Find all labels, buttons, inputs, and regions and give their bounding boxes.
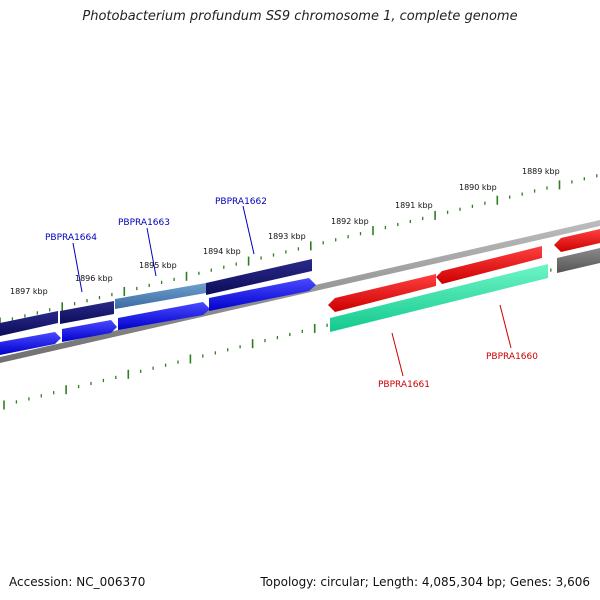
- forward-cds-track: [0, 278, 316, 355]
- cds-arrow-pbpra1660[interactable]: [436, 246, 542, 284]
- ruler-labels: 1889 kbp 1890 kbp 1891 kbp 1892 kbp 1893…: [10, 167, 560, 296]
- ruler-label-1896: 1896 kbp: [75, 274, 113, 283]
- accession-label: Accession: NC_006370: [9, 575, 146, 589]
- map-title: Photobacterium profundum SS9 chromosome …: [82, 9, 518, 24]
- gene-label-pbpra1660: PBPRA1660: [486, 352, 538, 362]
- gene-label-pbpra1662: PBPRA1662: [215, 197, 267, 207]
- callout-line-pbpra1663: [146, 227, 157, 277]
- gene-label-pbpra1664: PBPRA1664: [45, 233, 97, 243]
- gene-label-pbpra1663: PBPRA1663: [118, 218, 170, 228]
- callout-line-pbpra1662: [242, 205, 255, 255]
- callout-line-pbpra1660: [499, 304, 512, 349]
- cds-arrow-next-reverse[interactable]: [554, 229, 600, 252]
- gene-feature-pbpra1663[interactable]: [115, 283, 206, 309]
- ruler-label-1897: 1897 kbp: [10, 287, 48, 296]
- topology-summary: Topology: circular; Length: 4,085,304 bp…: [260, 575, 590, 589]
- gene-feature-pbpra1662[interactable]: [206, 259, 312, 295]
- ruler-label-1895: 1895 kbp: [139, 261, 177, 270]
- misc-feature-pbpra1661[interactable]: [330, 264, 548, 332]
- callout-line-pbpra1661: [391, 332, 404, 377]
- gene-callouts-forward: PBPRA1664 PBPRA1663 PBPRA1662: [45, 197, 267, 293]
- cds-arrow-pbpra1664[interactable]: [0, 332, 61, 355]
- reverse-feature-track: [330, 248, 600, 332]
- gene-callouts-reverse: PBPRA1661 PBPRA1660: [378, 304, 538, 390]
- other-feature[interactable]: [557, 248, 600, 273]
- callout-line-pbpra1664: [72, 242, 83, 293]
- cds-arrow-pbpra1661[interactable]: [328, 274, 436, 312]
- gene-feature-pbpra1664[interactable]: [0, 311, 58, 336]
- ruler-label-1890: 1890 kbp: [459, 183, 497, 192]
- ruler-label-1889: 1889 kbp: [522, 167, 560, 176]
- ruler-label-1891: 1891 kbp: [395, 201, 433, 210]
- forward-gene-track: [0, 259, 312, 336]
- cds-arrow-pbpra1664b[interactable]: [62, 320, 117, 342]
- ruler-label-1893: 1893 kbp: [268, 232, 306, 241]
- gene-feature-pbpra1663-left[interactable]: [60, 301, 114, 324]
- cds-arrow-pbpra1663[interactable]: [118, 302, 210, 330]
- gene-label-pbpra1661: PBPRA1661: [378, 380, 430, 390]
- cds-arrow-pbpra1662[interactable]: [209, 278, 316, 311]
- ruler-label-1892: 1892 kbp: [331, 217, 369, 226]
- ruler-label-1894: 1894 kbp: [203, 247, 241, 256]
- reverse-cds-track: [328, 229, 600, 312]
